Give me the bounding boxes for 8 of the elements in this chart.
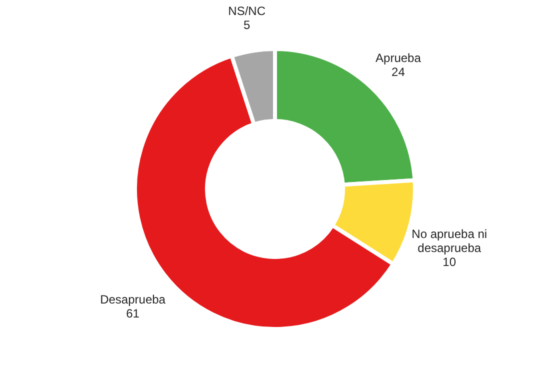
data-label: 24: [392, 64, 406, 79]
slice-label: NS/NC: [228, 4, 266, 18]
data-label: 10: [442, 254, 456, 269]
slice-label: Desaprueba: [100, 292, 166, 306]
data-label: 61: [126, 306, 140, 320]
data-label: 5: [244, 18, 250, 32]
slice-label: No aprueba ni desaprueba: [412, 226, 488, 255]
slice-label: Aprueba: [376, 50, 422, 65]
